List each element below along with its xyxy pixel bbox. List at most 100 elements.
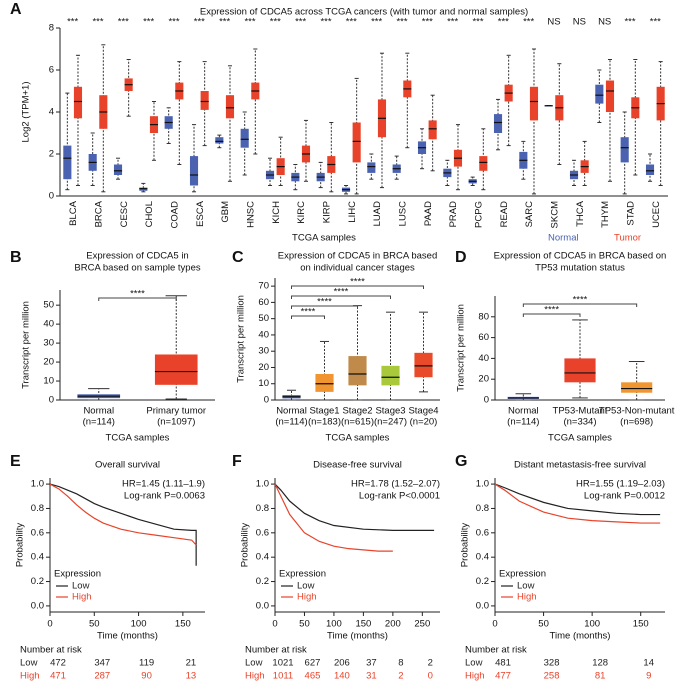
risk-row-label: High: [465, 671, 485, 682]
risk-count: 9: [646, 671, 651, 682]
y-axis-label: Probability: [15, 523, 26, 568]
significance: ****: [301, 307, 316, 318]
risk-count: 81: [595, 671, 606, 682]
significance: ***: [295, 17, 306, 28]
legend-title: Expression: [54, 569, 101, 580]
risk-count: 13: [186, 671, 197, 682]
risk-count: 287: [94, 671, 110, 682]
x-tick-label: Stage2: [342, 406, 372, 417]
x-tick-label: PRAD: [448, 201, 459, 228]
box: [493, 114, 503, 133]
risk-count: 1021: [272, 658, 293, 669]
box: [63, 145, 72, 180]
risk-count: 90: [141, 671, 152, 682]
significance: ***: [523, 17, 534, 28]
chart-title: Overall survival: [95, 460, 160, 471]
risk-count: 21: [186, 658, 197, 669]
significance: ***: [624, 17, 635, 28]
x-axis-label: TCGA samples: [326, 433, 390, 444]
risk-count: 128: [592, 658, 608, 669]
box: [381, 365, 400, 386]
y-tick-label: 50: [258, 313, 269, 324]
significance: ****: [544, 305, 559, 316]
y-tick-label: 0: [49, 191, 54, 202]
box: [428, 120, 437, 140]
significance: ***: [92, 17, 103, 28]
x-tick-count: (n=114): [83, 417, 115, 428]
x-tick-label: 100: [326, 619, 342, 630]
y-tick-label: 60: [258, 297, 269, 308]
x-tick-count: (n=247): [374, 417, 407, 428]
significance-bracket: [291, 295, 391, 299]
x-axis-label: TCGA samples: [106, 433, 170, 444]
risk-count: 140: [334, 671, 350, 682]
y-tick-label: 40: [258, 329, 269, 340]
x-tick-label: Stage1: [309, 406, 339, 417]
box: [621, 382, 653, 393]
x-tick-label: 0: [492, 619, 497, 630]
risk-row-label: High: [20, 671, 40, 682]
significance: ***: [67, 17, 78, 28]
survival-curve: [49, 483, 197, 566]
x-tick-label: Normal: [83, 406, 114, 417]
box: [200, 91, 209, 110]
risk-count: 347: [94, 658, 110, 669]
x-tick-label: GBM: [220, 201, 231, 223]
y-tick-label: 6: [49, 65, 54, 76]
y-tick-label: 0: [264, 395, 269, 406]
x-tick-label: 250: [414, 619, 430, 630]
y-tick-label: 0.8: [476, 503, 489, 514]
y-tick-label: 0: [484, 395, 489, 406]
x-tick-label: TP53-Non-mutant: [599, 406, 675, 417]
x-tick-label: Normal: [508, 406, 539, 417]
significance: ****: [130, 289, 145, 300]
y-axis-label: Transcript per million: [236, 295, 247, 383]
risk-count: 472: [50, 658, 66, 669]
chart-title: on individual cancer stages: [300, 263, 415, 274]
y-tick-label: 30: [43, 338, 54, 349]
legend-label: High: [517, 592, 537, 603]
significance: ***: [244, 17, 255, 28]
box: [529, 86, 539, 121]
y-tick-label: 0.0: [31, 600, 44, 611]
risk-count: 481: [495, 658, 511, 669]
risk-count: 477: [495, 671, 511, 682]
significance: ***: [194, 17, 205, 28]
panel-label: A: [10, 1, 22, 18]
risk-row-label: High: [245, 671, 265, 682]
significance: ***: [118, 17, 129, 28]
y-axis-label: Transcript per million: [21, 301, 32, 389]
x-tick-label: SARC: [524, 201, 535, 228]
y-tick-label: 1.0: [256, 479, 269, 490]
y-axis-label: Probability: [240, 523, 251, 568]
x-tick-count: (n=114): [507, 417, 539, 428]
significance: ***: [320, 17, 331, 28]
y-tick-label: 70: [258, 281, 269, 292]
x-tick-label: Stage3: [375, 406, 405, 417]
x-tick-label: LIHC: [347, 201, 358, 223]
risk-title: Number at risk: [245, 645, 307, 656]
risk-count: 37: [366, 658, 377, 669]
significance: NS: [573, 17, 586, 28]
chart-title: Expression of CDCA5 in: [86, 251, 188, 262]
significance: ***: [143, 17, 154, 28]
x-tick-label: ESCA: [195, 200, 206, 227]
significance: ***: [396, 17, 407, 28]
x-tick-count: (n=183): [308, 417, 341, 428]
y-tick-label: 0.0: [476, 600, 489, 611]
x-axis-label: TCGA samples: [548, 433, 612, 444]
survival-curve: [494, 483, 661, 516]
survival-curve: [274, 483, 393, 552]
risk-count: 465: [305, 671, 321, 682]
x-tick-label: KICH: [271, 201, 282, 224]
box: [73, 86, 83, 119]
risk-count: 0: [428, 671, 433, 682]
x-axis-label: Time (months): [327, 631, 388, 642]
x-tick-label: 50: [538, 619, 549, 630]
risk-row-label: Low: [245, 658, 263, 669]
box: [367, 162, 376, 173]
chart-title: Disease-free survival: [313, 460, 402, 471]
box: [315, 373, 334, 392]
x-tick-label: Stage4: [408, 406, 438, 417]
x-tick-label: BLCA: [68, 200, 79, 225]
